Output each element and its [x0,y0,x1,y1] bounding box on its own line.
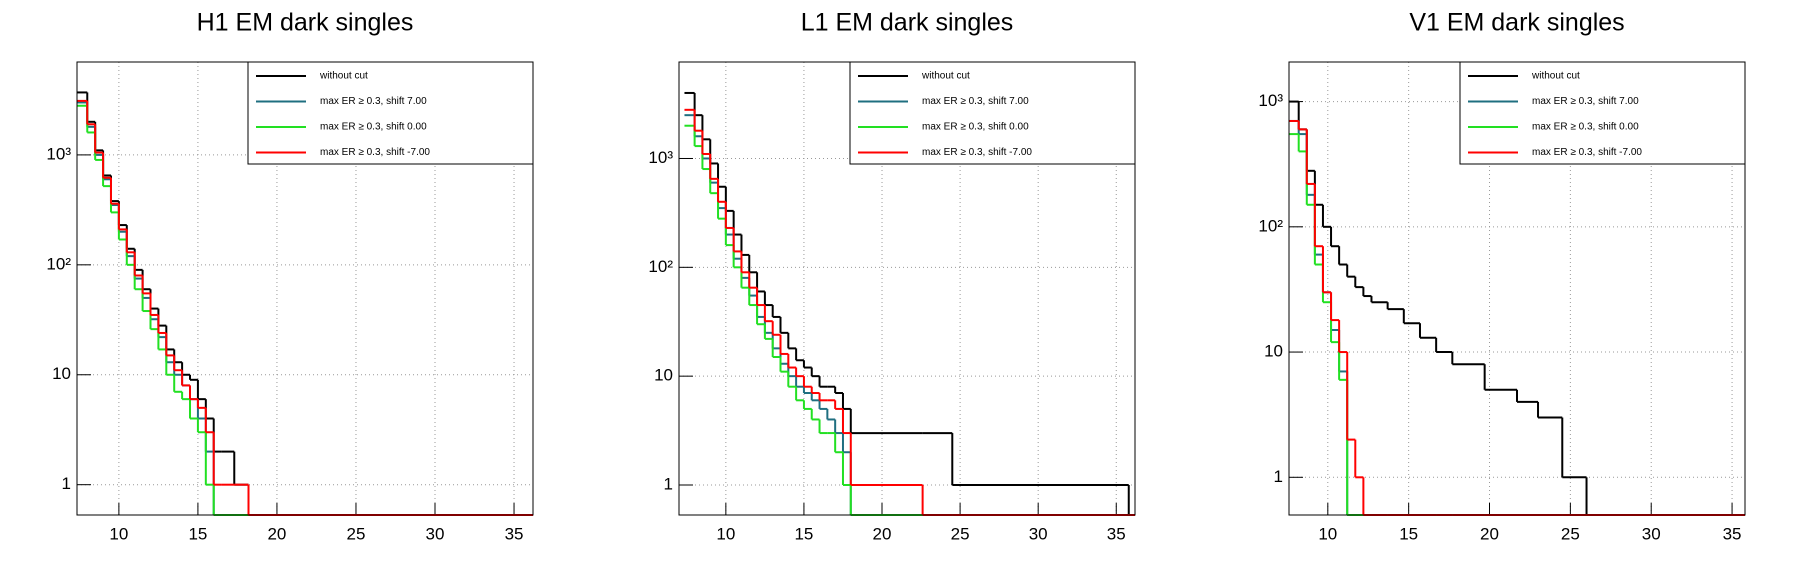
y-tick-label: 10 [654,366,673,385]
x-tick-label: 35 [505,524,524,543]
chart-title: H1 EM dark singles [197,9,414,37]
x-tick-label: 35 [1723,524,1742,543]
legend-label: max ER ≥ 0.3, shift -7.00 [320,147,430,158]
x-tick-label: 15 [794,524,813,543]
legend-label: max ER ≥ 0.3, shift 0.00 [320,122,427,133]
legend-label: max ER ≥ 0.3, shift 0.00 [922,122,1029,133]
chart-title: V1 EM dark singles [1409,9,1624,37]
legend-box [1459,61,1746,165]
legend-label: max ER ≥ 0.3, shift 7.00 [1532,96,1639,107]
legend-label: without cut [1531,71,1580,82]
y-tick-label: 10² [648,257,673,276]
y-tick-label: 10³ [46,144,71,163]
legend-label: max ER ≥ 0.3, shift 7.00 [320,96,427,107]
x-tick-label: 10 [1318,524,1337,543]
y-tick-label: 10² [46,254,71,273]
legend-label: max ER ≥ 0.3, shift -7.00 [922,147,1032,158]
chart-title: L1 EM dark singles [801,9,1014,37]
x-tick-label: 30 [1029,524,1048,543]
x-tick-label: 25 [951,524,970,543]
x-tick-label: 15 [1399,524,1418,543]
legend-label: without cut [921,71,970,82]
legend-label: max ER ≥ 0.3, shift -7.00 [1532,147,1642,158]
x-tick-label: 20 [267,524,286,543]
x-tick-label: 15 [188,524,207,543]
legend-label: max ER ≥ 0.3, shift 7.00 [922,96,1029,107]
legend-box [247,61,534,165]
y-tick-label: 10³ [648,148,673,167]
y-tick-label: 1 [664,474,673,493]
y-tick-label: 10 [52,364,71,383]
x-tick-label: 25 [1561,524,1580,543]
y-tick-label: 10 [1264,342,1283,361]
x-tick-label: 10 [716,524,735,543]
legend-box [849,61,1136,165]
y-tick-label: 10² [1258,216,1283,235]
x-tick-label: 10 [109,524,128,543]
x-tick-label: 30 [426,524,445,543]
x-tick-label: 35 [1107,524,1126,543]
y-tick-label: 1 [62,474,71,493]
legend-label: without cut [319,71,368,82]
x-tick-label: 20 [1480,524,1499,543]
x-tick-label: 20 [873,524,892,543]
x-tick-label: 25 [347,524,366,543]
x-tick-label: 30 [1642,524,1661,543]
legend-label: max ER ≥ 0.3, shift 0.00 [1532,122,1639,133]
y-tick-label: 10³ [1258,91,1283,110]
y-tick-label: 1 [1274,467,1283,486]
